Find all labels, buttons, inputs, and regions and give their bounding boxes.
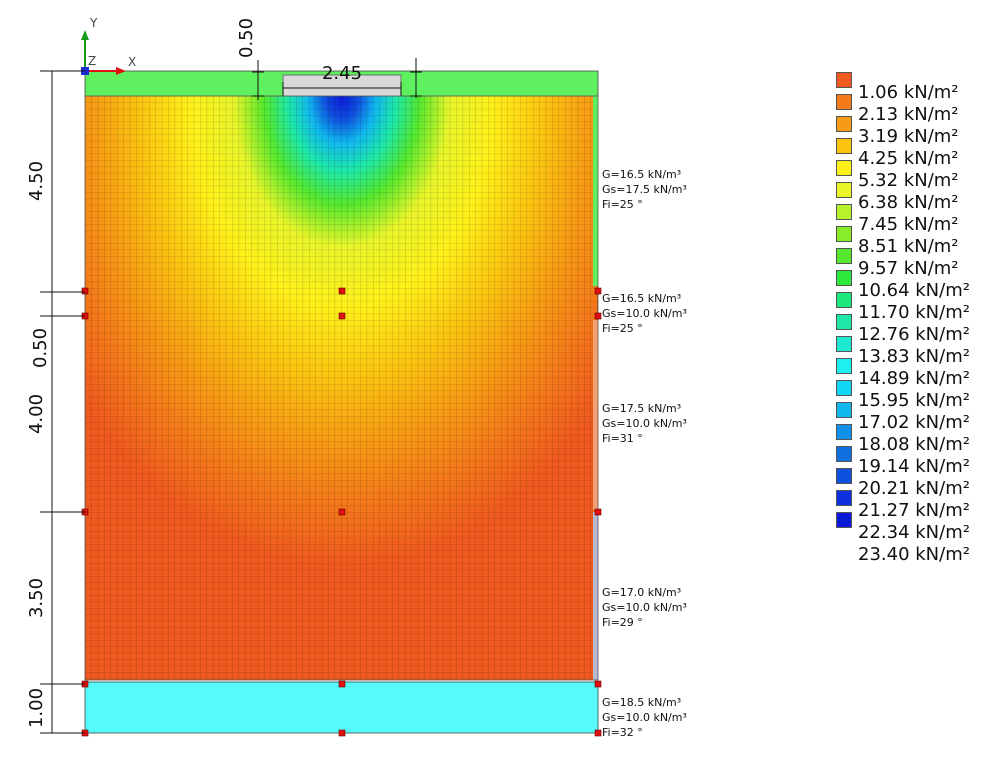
foundation-depth-label: 0.50 [236,18,257,58]
legend-swatch [836,446,852,462]
x-axis-label: X [128,55,136,69]
layer-friction-angle: Fi=25 ° [602,322,643,335]
layer-properties-5: G=18.5 kN/m³ Gs=10.0 kN/m³ Fi=32 ° [602,696,687,739]
depth-dim-label: 3.50 [26,578,47,618]
layer-friction-angle: Fi=31 ° [602,432,643,445]
layer-edge-strip [593,320,598,510]
layer-submerged-weight: Gs=10.0 kN/m³ [602,711,687,724]
legend-label: 15.95 kN/m² [858,390,970,411]
layer-unit-weight: G=17.5 kN/m³ [602,402,681,415]
depth-dim-label: 0.50 [30,328,51,368]
legend-label: 14.89 kN/m² [858,368,970,389]
legend-swatch [836,94,852,110]
z-axis-label: Z [88,54,96,68]
node-marker [338,312,346,320]
layer-edge-strip [593,96,598,286]
node-marker [81,287,89,295]
legend-swatch [836,358,852,374]
legend-swatch [836,314,852,330]
legend-label: 10.64 kN/m² [858,280,970,301]
legend-swatch [836,248,852,264]
node-marker [594,312,602,320]
layer-friction-angle: Fi=29 ° [602,616,643,629]
layer-unit-weight: G=16.5 kN/m³ [602,168,681,181]
legend-swatch [836,270,852,286]
node-marker [338,729,346,737]
legend-label: 22.34 kN/m² [858,522,970,543]
field-outline [84,95,599,681]
legend-label: 19.14 kN/m² [858,456,970,477]
legend-label: 12.76 kN/m² [858,324,970,345]
layer-submerged-weight: Gs=10.0 kN/m³ [602,601,687,614]
depth-dim-label: 4.50 [26,161,47,201]
legend-label: 9.57 kN/m² [858,258,959,279]
legend-swatch [836,468,852,484]
legend-swatch [836,116,852,132]
legend-label: 20.21 kN/m² [858,478,970,499]
bottom-soil-layer [84,681,599,734]
legend-label: 5.32 kN/m² [858,170,959,191]
layer-properties-1: G=16.5 kN/m³ Gs=17.5 kN/m³ Fi=25 ° [602,168,687,211]
layer-friction-angle: Fi=32 ° [602,726,643,739]
node-marker [594,680,602,688]
legend-swatch [836,204,852,220]
layer-unit-weight: G=18.5 kN/m³ [602,696,681,709]
layer-properties-3: G=17.5 kN/m³ Gs=10.0 kN/m³ Fi=31 ° [602,402,687,445]
mesh-grid [85,96,598,680]
node-marker [594,729,602,737]
legend-swatch [836,138,852,154]
axis-indicator: Y Z X [81,16,136,75]
legend-label: 18.08 kN/m² [858,434,970,455]
legend-label: 1.06 kN/m² [858,82,959,103]
node-marker [594,287,602,295]
legend-swatch [836,402,852,418]
legend-label: 3.19 kN/m² [858,126,959,147]
layer-friction-angle: Fi=25 ° [602,198,643,211]
layer-submerged-weight: Gs=10.0 kN/m³ [602,307,687,320]
foundation-width-label: 2.45 [322,63,362,84]
legend-label: 13.83 kN/m² [858,346,970,367]
legend-swatch [836,182,852,198]
legend-swatch [836,380,852,396]
y-axis-label: Y [89,16,98,30]
layer-nodes [81,287,602,737]
depth-dim-label: 4.00 [26,394,47,434]
depth-dim-label: 1.00 [26,688,47,728]
legend-label: 6.38 kN/m² [858,192,959,213]
legend-label: 11.70 kN/m² [858,302,970,323]
legend-max-label: 23.40 kN/m² [858,544,970,565]
layer-properties-2: G=16.5 kN/m³ Gs=10.0 kN/m³ Fi=25 ° [602,292,687,335]
legend-swatch [836,336,852,352]
foundation-width-dimension [282,82,402,96]
legend-label: 21.27 kN/m² [858,500,970,521]
layer-submerged-weight: Gs=10.0 kN/m³ [602,417,687,430]
node-marker [338,287,346,295]
legend-label: 17.02 kN/m² [858,412,970,433]
layer-submerged-weight: Gs=17.5 kN/m³ [602,183,687,196]
legend-swatch [836,226,852,242]
legend-swatch [836,424,852,440]
layer-unit-weight: G=16.5 kN/m³ [602,292,681,305]
legend-label: 2.13 kN/m² [858,104,959,125]
layer-properties-4: G=17.0 kN/m³ Gs=10.0 kN/m³ Fi=29 ° [602,586,687,629]
legend-swatch [836,72,852,88]
legend-swatch [836,160,852,176]
node-marker [338,508,346,516]
node-marker [338,680,346,688]
legend-label: 8.51 kN/m² [858,236,959,257]
legend-swatch [836,512,852,528]
legend-swatch [836,490,852,506]
legend-swatch [836,292,852,308]
legend-label: 4.25 kN/m² [858,148,959,169]
foundation-depth-dimension [252,58,422,100]
legend-label: 7.45 kN/m² [858,214,959,235]
node-marker [594,508,602,516]
layer-edge-strip [593,512,598,680]
depth-dimension-line [40,70,85,734]
layer-unit-weight: G=17.0 kN/m³ [602,586,681,599]
